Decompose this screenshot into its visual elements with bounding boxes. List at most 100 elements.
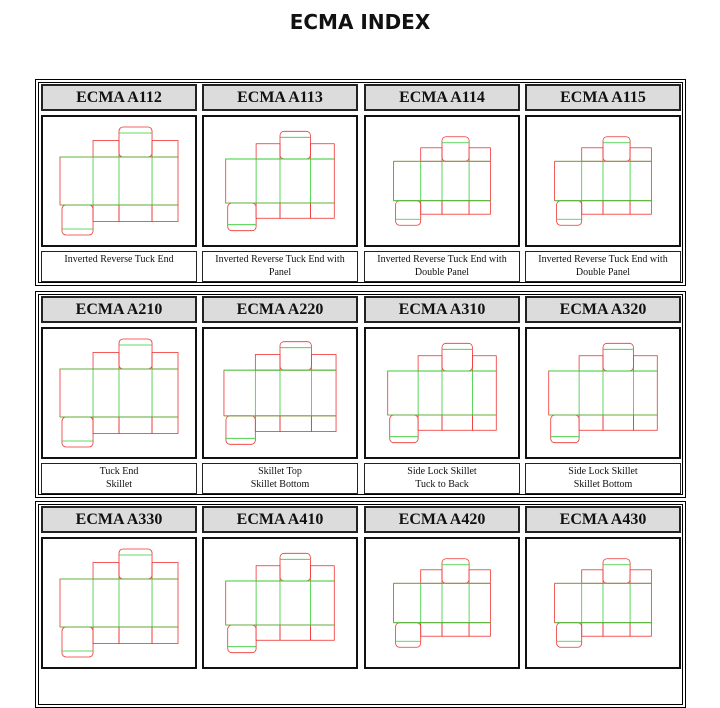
flap (602, 136, 631, 162)
card-header[interactable]: ECMA A112 (41, 84, 197, 111)
dieline (225, 130, 335, 232)
flap (118, 204, 153, 222)
flap (92, 204, 120, 222)
card-description: Tuck End Skillet (41, 463, 197, 494)
flap (151, 626, 179, 644)
flap (556, 200, 583, 226)
flap (581, 569, 604, 584)
card-image[interactable] (41, 327, 197, 459)
card-group: ECMA A210 Tuck End Skillet ECMA A220 Skillet… (35, 291, 686, 498)
flap (61, 204, 94, 236)
card-image[interactable] (364, 327, 520, 459)
description-line: Double Panel (414, 267, 470, 278)
flap (118, 416, 153, 434)
flap (441, 558, 470, 584)
card-image[interactable] (41, 537, 197, 669)
flap (254, 415, 281, 432)
flap (550, 414, 580, 444)
flap (92, 562, 120, 580)
flap (471, 414, 497, 431)
flap (118, 548, 153, 580)
flap (151, 562, 179, 580)
flap (92, 626, 120, 644)
card-header[interactable]: ECMA A114 (364, 84, 520, 111)
card-header[interactable]: ECMA A115 (525, 84, 681, 111)
flap (255, 624, 281, 641)
flap (395, 200, 422, 226)
flap (629, 147, 652, 162)
flap (602, 414, 634, 431)
flap (632, 355, 658, 372)
flap (309, 565, 335, 582)
description-line: Inverted Reverse Tuck End with (538, 254, 668, 265)
flap (441, 414, 473, 431)
description-line: Skillet (105, 479, 133, 490)
dieline (393, 136, 491, 226)
card-header[interactable]: ECMA A220 (202, 296, 358, 323)
flap (279, 624, 311, 641)
card-header[interactable]: ECMA A330 (41, 506, 197, 533)
card-description: Inverted Reverse Tuck End with Double Pan… (364, 251, 520, 282)
flap (632, 414, 658, 431)
flap (279, 202, 311, 219)
flap (417, 355, 443, 372)
flap (602, 342, 634, 372)
dieline (225, 552, 335, 654)
card-description: Inverted Reverse Tuck End with Panel (202, 251, 358, 282)
flap (255, 202, 281, 219)
dieline (554, 136, 652, 226)
flap (581, 147, 604, 162)
card-description: Inverted Reverse Tuck End (41, 251, 197, 282)
flap (441, 200, 470, 215)
card-image[interactable] (525, 327, 681, 459)
card-image[interactable] (525, 115, 681, 247)
flap (581, 622, 604, 637)
flap (629, 569, 652, 584)
card-header[interactable]: ECMA A430 (525, 506, 681, 533)
description-line: Inverted Reverse Tuck End with (377, 254, 507, 265)
card-image[interactable] (41, 115, 197, 247)
card-image[interactable] (202, 537, 358, 669)
description-line: Panel (268, 267, 292, 278)
card-header[interactable]: ECMA A210 (41, 296, 197, 323)
card-image[interactable] (364, 115, 520, 247)
card-image[interactable] (364, 537, 520, 669)
flap (151, 352, 179, 370)
flap (92, 352, 120, 370)
card-image[interactable] (525, 537, 681, 669)
flap (581, 200, 604, 215)
flap (468, 147, 491, 162)
card-header[interactable]: ECMA A420 (364, 506, 520, 533)
flap (556, 622, 583, 648)
card-group: ECMA A330 ECMA A410 ECMA A420 ECMA A430 (35, 501, 686, 708)
dieline (59, 338, 179, 448)
flap (602, 622, 631, 637)
card-description: Side Lock Skillet Tuck to Back (364, 463, 520, 494)
flap (602, 558, 631, 584)
flap (61, 626, 94, 658)
card-image[interactable] (202, 327, 358, 459)
card-header[interactable]: ECMA A310 (364, 296, 520, 323)
flap (602, 200, 631, 215)
card-description: Side Lock Skillet Skillet Bottom (525, 463, 681, 494)
flap (225, 415, 256, 445)
card-header[interactable]: ECMA A320 (525, 296, 681, 323)
flap (420, 622, 443, 637)
card-image[interactable] (202, 115, 358, 247)
flap (468, 622, 491, 637)
dieline (548, 342, 658, 444)
flap (629, 622, 652, 637)
dieline (393, 558, 491, 648)
description-line: Skillet Bottom (573, 479, 633, 490)
flap (92, 140, 120, 158)
description-line: Tuck to Back (415, 479, 469, 490)
flap (61, 416, 94, 448)
card-header[interactable]: ECMA A113 (202, 84, 358, 111)
dieline (554, 558, 652, 648)
dieline (59, 126, 179, 236)
flap (468, 200, 491, 215)
flap (118, 126, 153, 158)
card-header[interactable]: ECMA A410 (202, 506, 358, 533)
flap (151, 140, 179, 158)
flap (255, 565, 281, 582)
